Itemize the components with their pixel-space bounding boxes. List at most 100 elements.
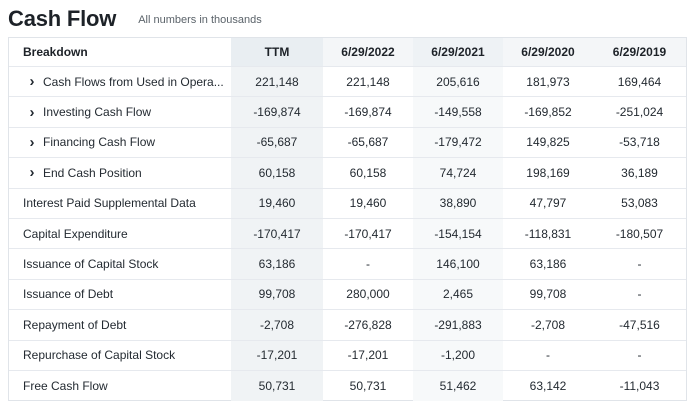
chevron-right-icon[interactable]: › xyxy=(29,133,35,151)
table-cell: 146,100 xyxy=(413,249,503,279)
row-label-text: Cash Flows from Used in Opera... xyxy=(43,74,224,89)
table-cell: 19,460 xyxy=(231,188,323,218)
row-label-text: Issuance of Capital Stock xyxy=(23,257,159,272)
table-row[interactable]: › Investing Cash Flow -169,874 -169,874 -149… xyxy=(9,97,686,128)
table-cell: -179,472 xyxy=(413,127,503,158)
table-cell: 51,462 xyxy=(413,371,503,402)
row-label: Free Cash Flow xyxy=(9,371,231,401)
page-title: Cash Flow xyxy=(8,6,117,31)
table-cell: -169,852 xyxy=(524,105,572,120)
table-cell: -170,417 xyxy=(344,226,392,241)
table-row[interactable]: › End Cash Position 60,158 60,158 74,724 198,… xyxy=(9,158,686,189)
row-label-text: Issuance of Debt xyxy=(23,287,114,302)
chevron-right-icon[interactable]: › xyxy=(29,164,35,182)
table-cell: 169,464 xyxy=(617,74,662,89)
row-label-text: End Cash Position xyxy=(43,165,142,180)
cash-flow-table: Breakdown TTM 6/29/2022 6/29/2021 6/29/2… xyxy=(8,37,687,402)
row-label[interactable]: › Cash Flows from Used in Opera... xyxy=(9,67,231,96)
table-cell: -169,874 xyxy=(231,97,323,127)
table-cell: 221,148 xyxy=(346,74,390,89)
row-label: Capital Expenditure xyxy=(9,219,231,248)
table-cell: 60,158 xyxy=(349,165,387,180)
table-cell: -2,708 xyxy=(530,317,566,332)
table-cell: 280,000 xyxy=(346,287,390,302)
table-cell: 50,731 xyxy=(231,371,323,402)
column-header-breakdown: Breakdown xyxy=(9,38,231,66)
chevron-right-icon[interactable]: › xyxy=(29,73,35,91)
table-row: Free Cash Flow 50,731 50,731 51,462 63,142 -1… xyxy=(9,371,686,402)
table-cell: 99,708 xyxy=(529,287,567,302)
table-row[interactable]: › Financing Cash Flow -65,687 -65,687 -179,4… xyxy=(9,127,686,159)
table-row: Issuance of Capital Stock 63,186 - 146,100 6… xyxy=(9,249,686,280)
row-label-text: Capital Expenditure xyxy=(23,226,128,241)
row-label-text: Investing Cash Flow xyxy=(43,105,152,120)
row-label: Interest Paid Supplemental Data xyxy=(9,189,231,218)
table-cell: -2,708 xyxy=(231,310,323,340)
table-row: Repayment of Debt -2,708 -276,828 -291,883 -… xyxy=(9,310,686,341)
row-label: Repayment of Debt xyxy=(9,310,231,339)
chevron-right-icon[interactable]: › xyxy=(29,103,35,121)
table-row: Interest Paid Supplemental Data 19,460 19,… xyxy=(9,188,686,219)
page-header: Cash Flow All numbers in thousands xyxy=(8,6,262,34)
row-label[interactable]: › Financing Cash Flow xyxy=(9,128,231,157)
table-cell: 60,158 xyxy=(231,158,323,188)
row-label[interactable]: › Investing Cash Flow xyxy=(9,97,231,126)
column-header-date[interactable]: 6/29/2019 xyxy=(593,38,686,66)
table-cell: -47,516 xyxy=(619,317,660,332)
table-cell: - xyxy=(637,348,642,363)
table-cell: 205,616 xyxy=(413,67,503,97)
table-cell: 221,148 xyxy=(231,67,323,97)
table-cell: -65,687 xyxy=(347,135,389,150)
row-label-text: Interest Paid Supplemental Data xyxy=(23,196,196,211)
table-cell: -11,043 xyxy=(619,379,660,394)
table-cell: -17,201 xyxy=(231,340,323,370)
table-cell: 53,083 xyxy=(621,196,658,211)
column-header-ttm[interactable]: TTM xyxy=(231,38,323,66)
column-header-date[interactable]: 6/29/2021 xyxy=(413,38,503,66)
table-cell: 47,797 xyxy=(529,196,567,211)
column-header-date[interactable]: 6/29/2022 xyxy=(323,38,413,66)
row-label-text: Financing Cash Flow xyxy=(43,135,156,150)
row-label-text: Free Cash Flow xyxy=(23,379,108,394)
table-header-row: Breakdown TTM 6/29/2022 6/29/2021 6/29/2… xyxy=(9,38,686,67)
table-cell: -169,874 xyxy=(344,105,392,120)
table-cell: -65,687 xyxy=(231,127,323,158)
table-cell: 99,708 xyxy=(231,279,323,310)
table-cell: -1,200 xyxy=(413,340,503,370)
table-row: Repurchase of Capital Stock -17,201 -17,20… xyxy=(9,340,686,371)
table-row[interactable]: › Cash Flows from Used in Opera... 221,148… xyxy=(9,67,686,98)
table-row: Issuance of Debt 99,708 280,000 2,465 99,708… xyxy=(9,279,686,311)
table-cell: 50,731 xyxy=(349,379,387,394)
table-cell: 36,189 xyxy=(621,165,658,180)
table-cell: 74,724 xyxy=(413,158,503,188)
units-note: All numbers in thousands xyxy=(138,14,262,26)
table-cell: -170,417 xyxy=(231,219,323,249)
table-cell: 19,460 xyxy=(349,196,387,211)
column-header-date[interactable]: 6/29/2020 xyxy=(503,38,593,66)
table-cell: -180,507 xyxy=(615,226,664,241)
table-cell: -53,718 xyxy=(619,135,660,150)
table-cell: 63,186 xyxy=(529,257,567,272)
table-cell: -251,024 xyxy=(615,105,664,120)
row-label-text: Repurchase of Capital Stock xyxy=(23,348,176,363)
row-label: Repurchase of Capital Stock xyxy=(9,341,231,370)
row-label: Issuance of Capital Stock xyxy=(9,249,231,278)
table-cell: 198,169 xyxy=(526,165,570,180)
row-label[interactable]: › End Cash Position xyxy=(9,158,231,187)
table-cell: -291,883 xyxy=(413,310,503,340)
table-cell: -17,201 xyxy=(347,348,389,363)
table-row: Capital Expenditure -170,417 -170,417 -154,… xyxy=(9,219,686,250)
table-cell: 149,825 xyxy=(526,135,570,150)
table-cell: -154,154 xyxy=(413,219,503,249)
table-cell: - xyxy=(637,287,642,302)
table-cell: 63,186 xyxy=(231,249,323,279)
table-cell: -118,831 xyxy=(524,226,572,241)
table-cell: 38,890 xyxy=(413,188,503,218)
table-cell: -276,828 xyxy=(344,317,392,332)
table-cell: 2,465 xyxy=(413,279,503,310)
table-cell: 63,142 xyxy=(529,379,567,394)
row-label-text: Repayment of Debt xyxy=(23,317,127,332)
table-cell: - xyxy=(366,257,370,272)
table-cell: -149,558 xyxy=(413,97,503,127)
table-cell: - xyxy=(546,348,550,363)
